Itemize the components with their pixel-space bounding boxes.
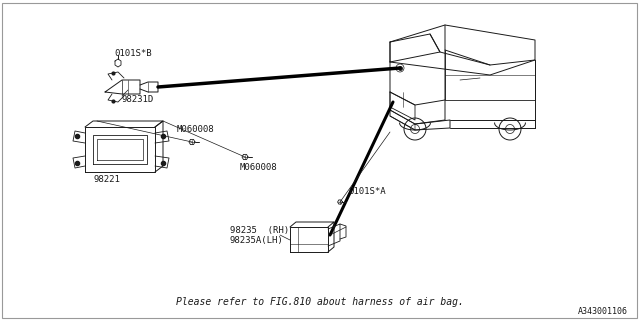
- Text: M060008: M060008: [177, 125, 214, 134]
- Text: 0101S*A: 0101S*A: [348, 188, 386, 196]
- Text: 0101S*B: 0101S*B: [114, 50, 152, 59]
- Text: M060008: M060008: [240, 163, 278, 172]
- Text: 98235A(LH): 98235A(LH): [230, 236, 284, 244]
- Text: 98231D: 98231D: [122, 94, 154, 103]
- Text: Please refer to FIG.810 about harness of air bag.: Please refer to FIG.810 about harness of…: [176, 297, 464, 307]
- Text: 98235  (RH): 98235 (RH): [230, 227, 289, 236]
- Text: 98221: 98221: [93, 175, 120, 185]
- Text: A343001106: A343001106: [578, 308, 628, 316]
